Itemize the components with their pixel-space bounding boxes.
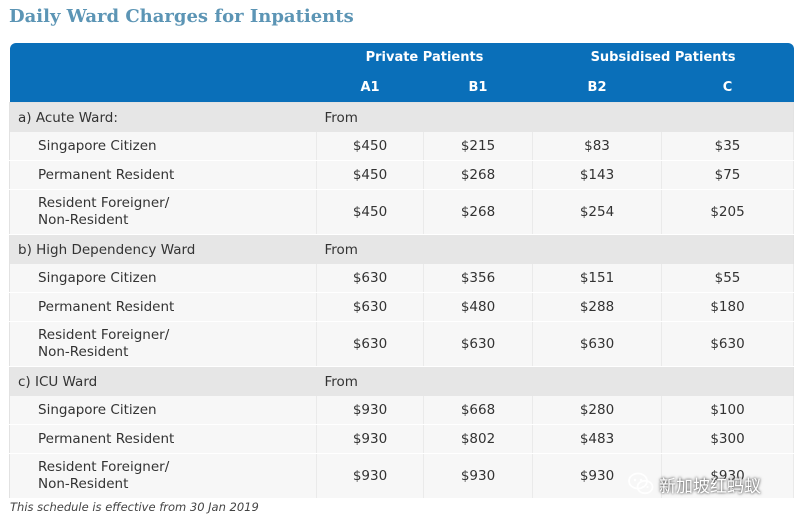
cell-a1: $630 [316, 264, 424, 293]
header-private-patients: Private Patients [316, 43, 533, 72]
cell-b2: $280 [532, 396, 662, 425]
row-label: Permanent Resident [9, 292, 317, 322]
table-header-groups: Private Patients Subsidised Patients [9, 43, 794, 72]
cell-c: $35 [661, 132, 795, 161]
cell-b1: $268 [422, 189, 533, 235]
cell-b2: $151 [532, 264, 662, 293]
ward-charges-table: Private Patients Subsidised Patients A1 … [9, 43, 795, 499]
table-row: Permanent Resident $450 $268 $143 $75 [9, 160, 795, 190]
row-label-line1: Resident Foreigner/ [38, 195, 170, 211]
row-label: Permanent Resident [9, 424, 317, 454]
cell-c: $630 [661, 321, 795, 367]
header-subsidised-patients: Subsidised Patients [532, 43, 794, 72]
wechat-icon [628, 472, 654, 495]
cell-b1: $480 [422, 292, 533, 322]
section-from: From [316, 366, 794, 396]
section-row-high-dependency: b) High Dependency Ward From [9, 234, 794, 264]
section-label: c) ICU Ward [9, 366, 317, 396]
row-label: Singapore Citizen [9, 264, 317, 293]
effective-date-note: This schedule is effective from 30 Jan 2… [10, 500, 259, 514]
cell-a1: $450 [316, 189, 424, 235]
cell-b2: $483 [532, 424, 662, 454]
cell-c: $300 [661, 424, 795, 454]
header-col-b2: B2 [532, 72, 662, 103]
table-header-columns: A1 B1 B2 C [9, 72, 794, 103]
section-label: a) Acute Ward: [9, 102, 317, 132]
cell-a1: $630 [316, 292, 424, 322]
watermark-text: 新加坡红蚂蚁 [659, 476, 761, 497]
cell-b1: $802 [422, 424, 533, 454]
page-title: Daily Ward Charges for Inpatients [9, 6, 354, 27]
row-label: Singapore Citizen [9, 396, 317, 425]
row-label-line2: Non-Resident [38, 212, 129, 228]
cell-a1: $930 [316, 453, 424, 499]
table-row: Singapore Citizen $450 $215 $83 $35 [9, 132, 795, 161]
cell-c: $75 [661, 160, 795, 190]
cell-b1: $630 [422, 321, 533, 367]
cell-a1: $450 [316, 160, 424, 190]
cell-b2: $930 [532, 453, 662, 499]
header-blank [9, 72, 317, 103]
cell-c: $930 [661, 453, 795, 499]
table-row: Resident Foreigner/Non-Resident $630 $63… [9, 321, 795, 367]
cell-a1: $930 [316, 396, 424, 425]
row-label-line1: Resident Foreigner/ [38, 459, 170, 475]
cell-c: $205 [661, 189, 795, 235]
cell-b2: $288 [532, 292, 662, 322]
cell-b2: $254 [532, 189, 662, 235]
row-label: Resident Foreigner/Non-Resident [9, 321, 317, 367]
cell-b2: $143 [532, 160, 662, 190]
table-row: Permanent Resident $930 $802 $483 $300 [9, 424, 795, 454]
table-row: Permanent Resident $630 $480 $288 $180 [9, 292, 795, 322]
cell-c: $55 [661, 264, 795, 293]
cell-b2: $83 [532, 132, 662, 161]
cell-a1: $930 [316, 424, 424, 454]
cell-b1: $268 [422, 160, 533, 190]
header-col-b1: B1 [423, 72, 533, 103]
table-row: Resident Foreigner/Non-Resident $450 $26… [9, 189, 795, 235]
table-row: Resident Foreigner/Non-Resident $930 $93… [9, 453, 795, 499]
header-blank [9, 43, 317, 72]
watermark: 新加坡红蚂蚁 [627, 470, 761, 498]
table-row: Singapore Citizen $930 $668 $280 $100 [9, 396, 795, 425]
table-row: Singapore Citizen $630 $356 $151 $55 [9, 264, 795, 293]
header-col-c: C [661, 72, 794, 103]
section-row-icu: c) ICU Ward From [9, 366, 794, 396]
row-label-line2: Non-Resident [38, 344, 129, 360]
section-from: From [316, 234, 794, 264]
row-label: Resident Foreigner/Non-Resident [9, 189, 317, 235]
cell-c: $180 [661, 292, 795, 322]
row-label: Permanent Resident [9, 160, 317, 190]
row-label-line2: Non-Resident [38, 476, 129, 492]
cell-b1: $215 [422, 132, 533, 161]
header-col-a1: A1 [316, 72, 424, 103]
row-label: Resident Foreigner/Non-Resident [9, 453, 317, 499]
cell-b1: $668 [422, 396, 533, 425]
row-label-line1: Resident Foreigner/ [38, 327, 170, 343]
section-row-acute: a) Acute Ward: From [9, 102, 794, 132]
cell-a1: $630 [316, 321, 424, 367]
cell-a1: $450 [316, 132, 424, 161]
section-label: b) High Dependency Ward [9, 234, 317, 264]
section-from: From [316, 102, 794, 132]
cell-c: $100 [661, 396, 795, 425]
cell-b2: $630 [532, 321, 662, 367]
cell-b1: $930 [422, 453, 533, 499]
row-label: Singapore Citizen [9, 132, 317, 161]
cell-b1: $356 [422, 264, 533, 293]
